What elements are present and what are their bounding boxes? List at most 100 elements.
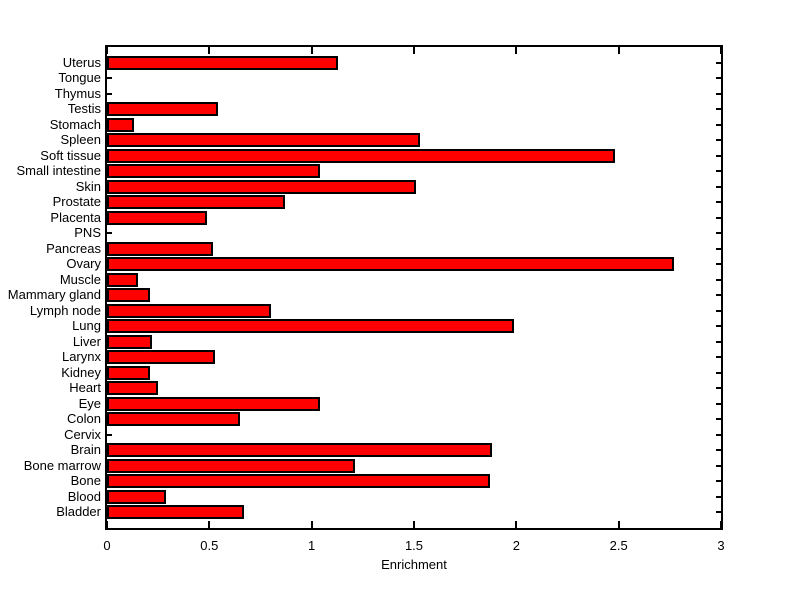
y-axis-label-pancreas: Pancreas: [46, 240, 101, 256]
x-tick-top-0-5: [208, 47, 211, 54]
y-axis-label-spleen: Spleen: [60, 132, 101, 148]
bar-eye: [107, 396, 320, 411]
y-tick-right-soft-tissue: [716, 154, 721, 157]
y-axis-label-muscle: Muscle: [59, 271, 101, 287]
bar-skin: [107, 179, 417, 194]
y-tick-right-testis: [716, 108, 721, 111]
y-axis-label-brain: Brain: [70, 442, 101, 458]
y-tick-right-bladder: [716, 511, 721, 514]
bar-colon: [107, 412, 241, 427]
y-tick-right-skin: [716, 185, 721, 188]
bar-spleen: [107, 133, 421, 148]
bar-kidney: [107, 365, 150, 380]
bar-pancreas: [107, 241, 214, 256]
y-axis-label-thymus: Thymus: [54, 85, 101, 101]
plot-box: [105, 45, 723, 530]
y-axis-label-tongue: Tongue: [58, 70, 101, 86]
y-tick-right-bone: [716, 480, 721, 483]
bar-larynx: [107, 350, 216, 365]
x-tick-bottom-1-5: [413, 521, 415, 528]
y-tick-right-heart: [716, 387, 721, 390]
y-axis-label-bladder: Bladder: [56, 504, 101, 520]
y-axis-label-prostate: Prostate: [52, 194, 101, 210]
y-axis-label-eye: Eye: [78, 395, 101, 411]
y-axis-label-colon: Colon: [67, 411, 101, 427]
y-tick-right-cervix: [716, 433, 721, 436]
y-tick-right-spleen: [716, 139, 721, 142]
y-axis-label-lung: Lung: [72, 318, 101, 334]
bar-uterus: [107, 55, 339, 70]
y-axis-label-heart: Heart: [69, 380, 101, 396]
y-tick-right-placenta: [716, 216, 721, 219]
y-tick-right-thymus: [716, 92, 721, 95]
x-tick-top-2: [515, 47, 518, 54]
y-axis-label-testis: Testis: [67, 101, 101, 117]
x-tick-top-0: [106, 47, 108, 54]
bar-placenta: [107, 210, 208, 225]
y-tick-right-prostate: [716, 201, 721, 204]
bar-ovary: [107, 257, 674, 272]
y-tick-left-thymus: [107, 92, 112, 95]
bar-brain: [107, 443, 492, 458]
y-axis-label-larynx: Larynx: [61, 349, 101, 365]
x-tick-label-0-5: 0.5: [200, 538, 219, 553]
bar-testis: [107, 102, 218, 117]
y-tick-right-lymph-node: [716, 309, 721, 312]
x-tick-bottom-1: [310, 521, 313, 528]
x-tick-bottom-3: [720, 521, 722, 528]
y-axis-label-skin: Skin: [75, 178, 101, 194]
bar-soft-tissue: [107, 148, 615, 163]
y-axis-label-mammary-gland: Mammary gland: [7, 287, 101, 303]
y-tick-right-colon: [716, 418, 721, 421]
y-axis-label-stomach: Stomach: [49, 116, 101, 132]
bar-stomach: [107, 117, 134, 132]
y-tick-right-muscle: [716, 278, 721, 281]
x-tick-bottom-0-5: [208, 521, 211, 528]
bar-bone: [107, 474, 490, 489]
y-tick-left-tongue: [107, 77, 112, 80]
x-tick-label-2: 2: [512, 538, 520, 553]
y-tick-right-kidney: [716, 371, 721, 374]
bar-blood: [107, 489, 167, 504]
y-tick-right-small-intestine: [716, 170, 721, 173]
y-tick-right-blood: [716, 495, 721, 498]
y-axis-label-ovary: Ovary: [66, 256, 101, 272]
y-axis-label-pns: PNS: [74, 225, 101, 241]
y-tick-right-uterus: [716, 61, 721, 64]
y-tick-left-pns: [107, 232, 112, 235]
bar-heart: [107, 381, 159, 396]
y-axis-label-kidney: Kidney: [61, 364, 101, 380]
y-tick-left-cervix: [107, 433, 112, 436]
x-axis-label: Enrichment: [381, 557, 447, 572]
bar-lung: [107, 319, 515, 334]
y-axis-label-bone-marrow: Bone marrow: [23, 457, 101, 473]
y-tick-right-liver: [716, 340, 721, 343]
y-axis-label-cervix: Cervix: [64, 426, 101, 442]
y-tick-right-pancreas: [716, 247, 721, 250]
bar-bladder: [107, 505, 245, 520]
y-tick-right-mammary-gland: [716, 294, 721, 297]
y-tick-right-eye: [716, 402, 721, 405]
y-axis-label-soft-tissue: Soft tissue: [40, 147, 101, 163]
y-axis-label-blood: Blood: [67, 488, 101, 504]
x-tick-top-1: [310, 47, 313, 54]
bar-lymph-node: [107, 303, 271, 318]
y-tick-right-tongue: [716, 77, 721, 80]
y-axis-label-placenta: Placenta: [50, 209, 101, 225]
x-tick-label-0: 0: [103, 538, 111, 553]
x-tick-bottom-2: [515, 521, 518, 528]
y-tick-right-larynx: [716, 356, 721, 359]
y-axis-label-liver: Liver: [72, 333, 101, 349]
bar-liver: [107, 334, 153, 349]
x-tick-label-3: 3: [717, 538, 725, 553]
y-axis-label-lymph-node: Lymph node: [29, 302, 101, 318]
x-tick-bottom-2-5: [617, 521, 620, 528]
x-tick-label-1: 1: [308, 538, 316, 553]
y-tick-right-stomach: [716, 123, 721, 126]
x-tick-top-3: [720, 47, 722, 54]
y-tick-right-bone-marrow: [716, 464, 721, 467]
bar-muscle: [107, 272, 138, 287]
x-tick-top-2-5: [617, 47, 620, 54]
y-axis-label-small-intestine: Small intestine: [16, 163, 101, 179]
